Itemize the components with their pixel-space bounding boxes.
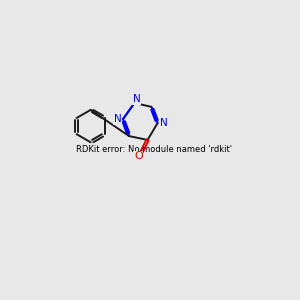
Text: N: N <box>133 94 141 104</box>
Text: N: N <box>160 118 168 128</box>
Text: RDKit error: No module named 'rdkit': RDKit error: No module named 'rdkit' <box>76 145 232 154</box>
Text: O: O <box>134 151 143 161</box>
Text: N: N <box>114 114 122 124</box>
